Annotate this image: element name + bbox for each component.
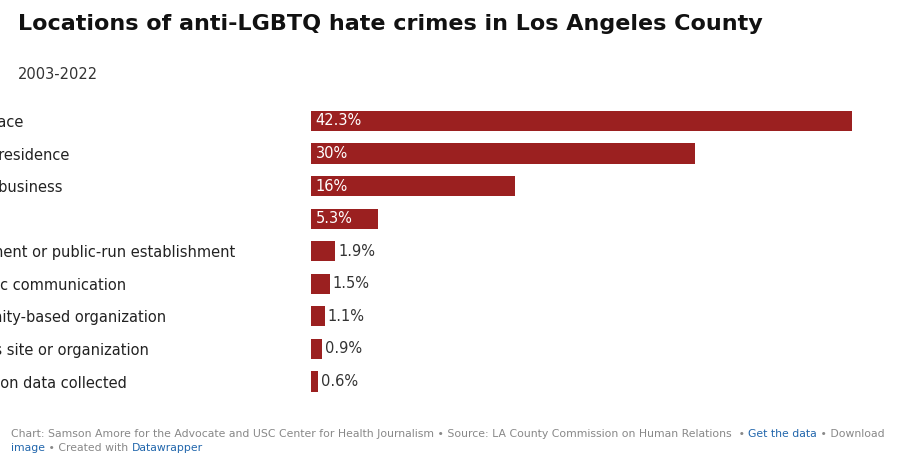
Text: • Download: • Download [817, 429, 885, 439]
Text: 42.3%: 42.3% [316, 113, 362, 129]
Bar [310, 241, 335, 261]
Bar [310, 274, 329, 294]
Text: Chart: Samson Amore for the Advocate and USC Center for Health Journalism • Sour: Chart: Samson Amore for the Advocate and… [11, 429, 748, 439]
Text: 1.1%: 1.1% [328, 309, 364, 324]
Bar [310, 208, 378, 229]
Bar [310, 176, 516, 196]
Text: Datawrapper: Datawrapper [131, 443, 202, 453]
Text: 2003-2022: 2003-2022 [18, 67, 98, 82]
Text: • Created with: • Created with [45, 443, 131, 453]
Bar [310, 111, 852, 131]
Text: 5.3%: 5.3% [316, 211, 353, 226]
Bar [310, 143, 695, 164]
Text: 0.6%: 0.6% [321, 374, 358, 389]
Text: image: image [11, 443, 45, 453]
Bar [310, 339, 322, 359]
Text: 0.9%: 0.9% [325, 342, 363, 356]
Text: Get the data: Get the data [748, 429, 817, 439]
Bar [310, 306, 325, 326]
Bar [310, 372, 319, 392]
Text: 1.9%: 1.9% [338, 244, 375, 259]
Text: 16%: 16% [316, 178, 348, 194]
Text: 30%: 30% [316, 146, 348, 161]
Text: Locations of anti-LGBTQ hate crimes in Los Angeles County: Locations of anti-LGBTQ hate crimes in L… [18, 14, 763, 34]
Text: 1.5%: 1.5% [333, 276, 370, 291]
